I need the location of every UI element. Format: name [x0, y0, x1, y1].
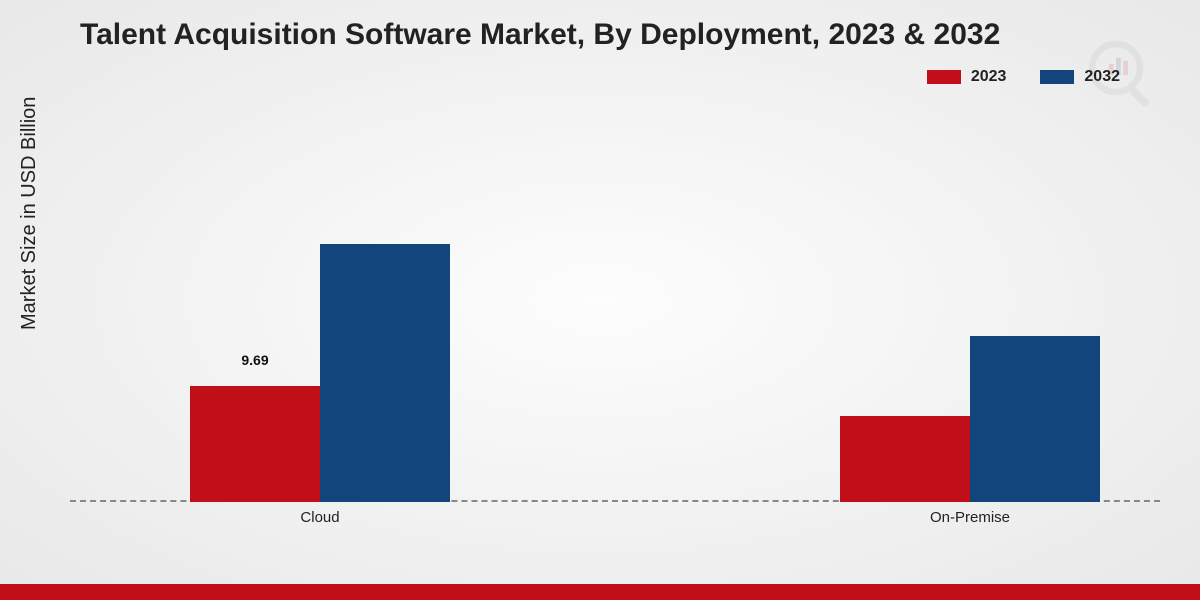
footer-accent-bar	[0, 584, 1200, 600]
legend-swatch-2032	[1040, 70, 1074, 84]
bar-onpremise-2032	[970, 336, 1100, 502]
legend-swatch-2023	[927, 70, 961, 84]
legend: 2023 2032	[927, 68, 1120, 86]
legend-label-2032: 2032	[1084, 68, 1120, 86]
bar-onpremise-2023	[840, 416, 970, 502]
bar-cloud-2023	[190, 386, 320, 502]
plot-area: 9.69 Cloud On-Premise	[70, 120, 1160, 530]
x-tick-label-onpremise: On-Premise	[930, 509, 1010, 526]
chart-title: Talent Acquisition Software Market, By D…	[80, 18, 1000, 52]
x-tick-label-cloud: Cloud	[300, 509, 339, 526]
y-axis-label: Market Size in USD Billion	[18, 97, 41, 330]
chart-canvas: Talent Acquisition Software Market, By D…	[0, 0, 1200, 600]
legend-label-2023: 2023	[971, 68, 1007, 86]
legend-item-2032: 2032	[1040, 68, 1120, 86]
legend-item-2023: 2023	[927, 68, 1007, 86]
bar-cloud-2032	[320, 244, 450, 502]
bar-group-onpremise	[840, 336, 1100, 502]
bar-group-cloud: 9.69	[190, 244, 450, 502]
bar-value-label-cloud-2023: 9.69	[241, 352, 268, 368]
